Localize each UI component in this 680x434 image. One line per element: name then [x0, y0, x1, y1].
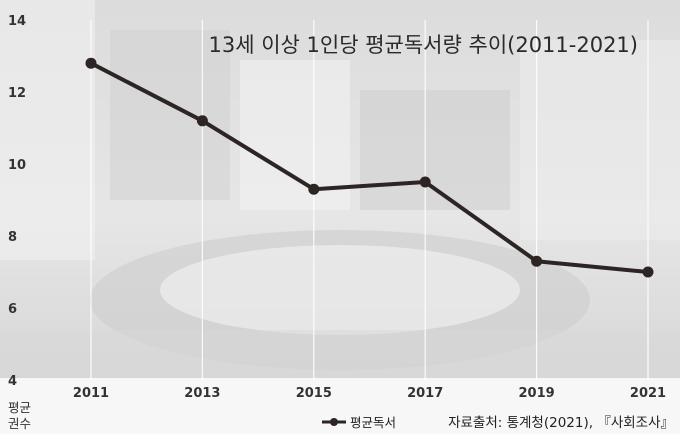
legend-label: 평균독서	[350, 415, 396, 430]
series-line	[90, 61, 649, 274]
series-group	[85, 57, 654, 278]
y-tick-label: 14	[8, 14, 26, 29]
x-tick-label: 2017	[407, 386, 443, 401]
y-axis-unit-line: 평균	[8, 400, 31, 415]
y-axis-unit-line: 권수	[8, 416, 31, 431]
data-point-marker	[531, 255, 543, 267]
x-tick-label: 2021	[630, 386, 666, 401]
legend: 평균독서	[322, 415, 396, 430]
y-tick-label: 10	[8, 158, 26, 173]
y-axis-unit-label: 평균 권수	[8, 400, 31, 431]
x-axis-ticks: 2011 2013 2015 2017 2019 2021	[73, 386, 666, 401]
data-point-marker	[85, 57, 97, 69]
source-note: 자료출처: 통계청(2021), 『사회조사』	[448, 415, 674, 431]
y-tick-label: 8	[8, 230, 17, 245]
y-tick-label: 12	[8, 86, 26, 101]
legend-marker-swatch	[330, 418, 338, 426]
data-point-marker	[308, 183, 320, 195]
data-point-marker	[419, 176, 431, 188]
y-axis-ticks: 4 6 8 10 12 14	[8, 14, 26, 389]
y-tick-label: 4	[8, 374, 17, 389]
data-point-marker	[642, 266, 654, 278]
x-tick-label: 2015	[296, 386, 332, 401]
x-tick-label: 2013	[184, 386, 220, 401]
gridlines	[90, 20, 649, 380]
y-tick-label: 6	[8, 302, 17, 317]
x-tick-label: 2019	[519, 386, 555, 401]
x-tick-label: 2011	[73, 386, 109, 401]
data-point-marker	[196, 115, 208, 127]
chart-title: 13세 이상 1인당 평균독서량 추이(2011-2021)	[209, 33, 638, 57]
